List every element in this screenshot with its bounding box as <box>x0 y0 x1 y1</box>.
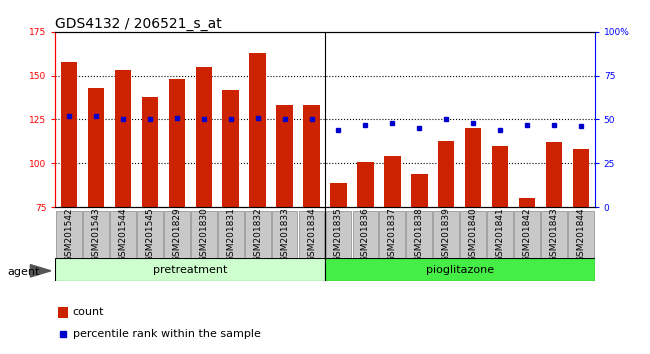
Text: GSM201834: GSM201834 <box>307 207 316 262</box>
Bar <box>380 211 406 258</box>
Text: GSM201829: GSM201829 <box>172 207 181 262</box>
Text: GSM201833: GSM201833 <box>280 207 289 262</box>
Bar <box>276 105 292 207</box>
Bar <box>60 62 77 207</box>
Bar <box>218 211 244 258</box>
Bar <box>250 53 266 207</box>
Text: GSM201835: GSM201835 <box>334 207 343 262</box>
Bar <box>519 198 536 207</box>
Text: GSM201542: GSM201542 <box>64 207 73 262</box>
Text: pioglitazone: pioglitazone <box>426 265 494 275</box>
Bar <box>488 211 514 258</box>
Bar <box>196 67 212 207</box>
Bar <box>190 211 216 258</box>
Bar <box>142 97 158 207</box>
Bar <box>298 211 324 258</box>
Bar <box>465 128 482 207</box>
Text: agent: agent <box>8 267 40 277</box>
Text: count: count <box>73 307 104 318</box>
Bar <box>568 211 594 258</box>
Text: GSM201836: GSM201836 <box>361 207 370 262</box>
Bar <box>514 211 540 258</box>
Bar <box>573 149 590 207</box>
Bar <box>136 211 162 258</box>
Bar <box>326 211 352 258</box>
Bar <box>272 211 298 258</box>
Text: GSM201839: GSM201839 <box>442 207 451 262</box>
Bar <box>492 146 508 207</box>
Text: GSM201832: GSM201832 <box>253 207 262 262</box>
Text: GSM201544: GSM201544 <box>118 207 127 262</box>
Text: GSM201841: GSM201841 <box>496 207 505 262</box>
Bar <box>55 258 325 281</box>
Bar <box>460 211 486 258</box>
Text: GSM201545: GSM201545 <box>145 207 154 262</box>
Bar <box>330 183 346 207</box>
Bar <box>325 258 595 281</box>
Text: GSM201543: GSM201543 <box>91 207 100 262</box>
Bar <box>546 142 562 207</box>
Bar <box>58 307 68 318</box>
Bar <box>83 211 109 258</box>
Bar <box>110 211 136 258</box>
Bar <box>56 211 82 258</box>
Text: GSM201843: GSM201843 <box>550 207 559 262</box>
Text: GSM201837: GSM201837 <box>388 207 397 262</box>
Text: pretreatment: pretreatment <box>153 265 228 275</box>
Bar <box>434 211 460 258</box>
Text: GSM201840: GSM201840 <box>469 207 478 262</box>
Bar <box>411 174 428 207</box>
Bar <box>88 88 104 207</box>
Bar <box>164 211 190 258</box>
Text: GSM201838: GSM201838 <box>415 207 424 262</box>
Text: GSM201830: GSM201830 <box>199 207 208 262</box>
Bar <box>541 211 567 258</box>
Text: GSM201842: GSM201842 <box>523 207 532 262</box>
Bar <box>244 211 270 258</box>
Text: GSM201844: GSM201844 <box>577 207 586 262</box>
Text: GSM201831: GSM201831 <box>226 207 235 262</box>
Bar <box>114 70 131 207</box>
Text: GDS4132 / 206521_s_at: GDS4132 / 206521_s_at <box>55 17 222 31</box>
Bar <box>358 161 374 207</box>
Bar <box>406 211 432 258</box>
Bar <box>222 90 239 207</box>
Text: percentile rank within the sample: percentile rank within the sample <box>73 329 261 339</box>
Polygon shape <box>31 265 51 277</box>
Bar <box>304 105 320 207</box>
Bar <box>438 141 454 207</box>
Bar <box>352 211 378 258</box>
Bar <box>384 156 400 207</box>
Bar <box>168 79 185 207</box>
